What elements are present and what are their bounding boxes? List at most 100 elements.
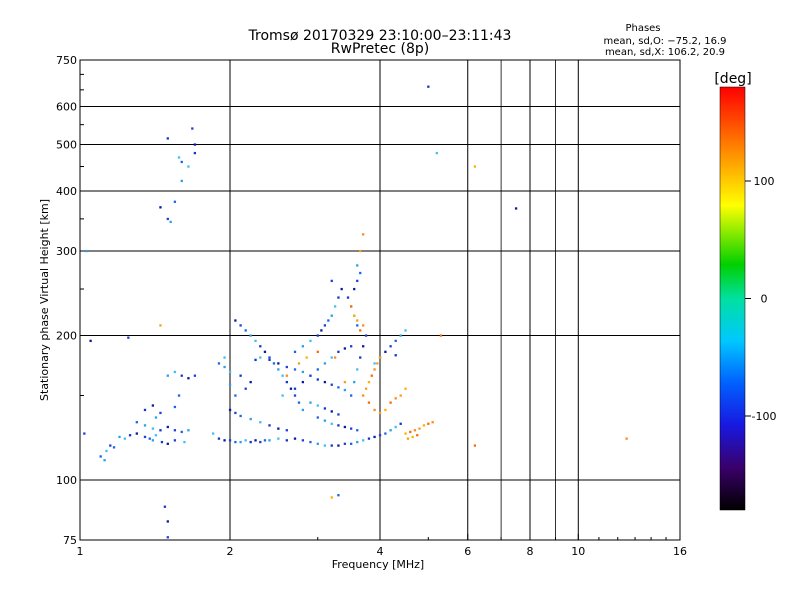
data-point-s0-56 bbox=[356, 440, 359, 444]
data-point-s0-36 bbox=[228, 439, 232, 442]
data-point-s1-19 bbox=[350, 305, 353, 308]
data-point-s1-2 bbox=[367, 380, 371, 384]
data-point-s0-47 bbox=[293, 437, 297, 440]
data-point-s0-12 bbox=[173, 439, 177, 442]
data-point-s1-1 bbox=[364, 387, 368, 390]
data-point-s1-8 bbox=[373, 408, 376, 412]
data-point-s1-43 bbox=[439, 334, 443, 337]
data-point-s0-18 bbox=[173, 429, 177, 432]
data-point-s0-119 bbox=[343, 347, 347, 350]
data-point-s0-30 bbox=[193, 374, 197, 377]
data-point-s0-32 bbox=[154, 416, 158, 419]
y-axis-label: Stationary phase Virtual Height [km] bbox=[38, 199, 51, 401]
data-point-s0-120 bbox=[350, 345, 353, 348]
data-point-s0-99 bbox=[259, 356, 262, 359]
data-point-s0-144 bbox=[337, 413, 340, 416]
data-point-s0-133 bbox=[316, 416, 319, 419]
x-tick-16: 16 bbox=[673, 545, 687, 558]
data-point-s0-2 bbox=[118, 435, 121, 439]
x-axis-label: Frequency [MHz] bbox=[332, 558, 424, 571]
data-point-s0-57 bbox=[362, 439, 365, 442]
data-point-s0-46 bbox=[285, 439, 288, 442]
data-point-s0-101 bbox=[277, 362, 280, 365]
data-point-s0-171 bbox=[187, 165, 190, 168]
data-point-s0-122 bbox=[301, 345, 305, 348]
y-tick-75: 75 bbox=[63, 534, 77, 547]
data-point-s0-49 bbox=[309, 440, 312, 444]
data-point-s0-173 bbox=[193, 143, 197, 146]
data-point-s0-146 bbox=[353, 380, 356, 384]
data-point-s0-76 bbox=[239, 374, 242, 377]
data-point-s0-48 bbox=[301, 439, 305, 442]
data-point-s1-24 bbox=[413, 429, 417, 432]
data-point-s0-92 bbox=[277, 368, 280, 371]
data-point-s0-19 bbox=[180, 430, 183, 434]
data-point-s0-34 bbox=[217, 437, 221, 440]
data-point-s0-45 bbox=[277, 437, 280, 440]
data-point-s0-94 bbox=[285, 380, 288, 384]
data-point-s1-10 bbox=[384, 408, 387, 412]
data-point-s0-78 bbox=[244, 387, 247, 390]
data-point-s1-35 bbox=[316, 350, 319, 353]
data-point-s0-135 bbox=[330, 422, 333, 425]
data-point-s0-118 bbox=[337, 350, 340, 353]
data-point-s0-148 bbox=[359, 356, 362, 359]
data-point-s0-129 bbox=[333, 305, 337, 308]
data-point-s0-87 bbox=[254, 339, 257, 343]
data-point-s0-185 bbox=[166, 520, 169, 523]
data-point-s0-90 bbox=[268, 356, 271, 359]
data-point-s0-116 bbox=[323, 362, 327, 365]
data-point-s0-127 bbox=[327, 319, 330, 322]
data-point-s0-13 bbox=[135, 421, 138, 424]
data-point-s0-41 bbox=[254, 439, 257, 442]
data-point-s0-150 bbox=[364, 334, 368, 337]
data-point-s1-18 bbox=[353, 314, 356, 317]
data-point-s0-98 bbox=[301, 408, 305, 412]
data-point-s0-50 bbox=[316, 442, 319, 445]
chart-title: Tromsø 20170329 23:10:00–23:11:43 bbox=[248, 28, 512, 44]
data-point-s0-53 bbox=[337, 444, 340, 447]
data-point-s0-37 bbox=[234, 440, 237, 444]
data-point-s0-66 bbox=[234, 411, 237, 415]
data-point-s1-15 bbox=[359, 329, 362, 332]
data-point-s0-86 bbox=[249, 334, 252, 337]
data-points bbox=[83, 85, 628, 539]
data-point-s1-36 bbox=[333, 356, 337, 359]
y-tick-labels: 75 100 200 300 400 500 600 750 bbox=[56, 54, 84, 547]
data-point-s0-70 bbox=[268, 424, 271, 427]
data-point-s0-192 bbox=[127, 336, 130, 339]
colorbar-tick-100: 100 bbox=[754, 175, 775, 188]
data-point-s0-52 bbox=[330, 444, 333, 447]
data-point-s0-158 bbox=[356, 264, 359, 267]
data-point-s0-172 bbox=[193, 151, 197, 155]
data-point-s0-167 bbox=[159, 206, 162, 209]
data-point-s0-67 bbox=[239, 414, 242, 418]
data-point-s0-154 bbox=[346, 296, 350, 299]
y-tick-600: 600 bbox=[56, 101, 77, 114]
data-point-s0-121 bbox=[293, 350, 297, 353]
data-point-s0-188 bbox=[85, 249, 88, 253]
data-point-s0-162 bbox=[389, 345, 392, 348]
data-point-s0-62 bbox=[389, 429, 392, 432]
data-point-s0-104 bbox=[301, 370, 305, 374]
x-tick-6: 6 bbox=[464, 545, 471, 558]
y-tick-500: 500 bbox=[56, 139, 77, 152]
data-point-s0-147 bbox=[356, 368, 359, 371]
data-point-s0-58 bbox=[367, 437, 371, 440]
data-point-s0-81 bbox=[223, 356, 226, 359]
data-point-s0-113 bbox=[301, 380, 305, 384]
data-point-s0-151 bbox=[356, 324, 359, 327]
data-point-s0-69 bbox=[259, 421, 262, 424]
data-point-s1-0 bbox=[362, 394, 365, 397]
data-point-s1-6 bbox=[378, 356, 382, 359]
data-point-s0-72 bbox=[285, 429, 288, 432]
data-point-s0-20 bbox=[187, 429, 190, 432]
data-point-s0-96 bbox=[293, 394, 297, 397]
data-point-s0-137 bbox=[343, 425, 347, 429]
data-point-s1-39 bbox=[473, 444, 477, 447]
data-point-s0-1 bbox=[112, 446, 116, 449]
data-point-s1-20 bbox=[362, 233, 365, 236]
data-point-s0-175 bbox=[180, 160, 183, 164]
data-point-s0-141 bbox=[316, 404, 319, 407]
data-point-s0-138 bbox=[350, 427, 353, 430]
